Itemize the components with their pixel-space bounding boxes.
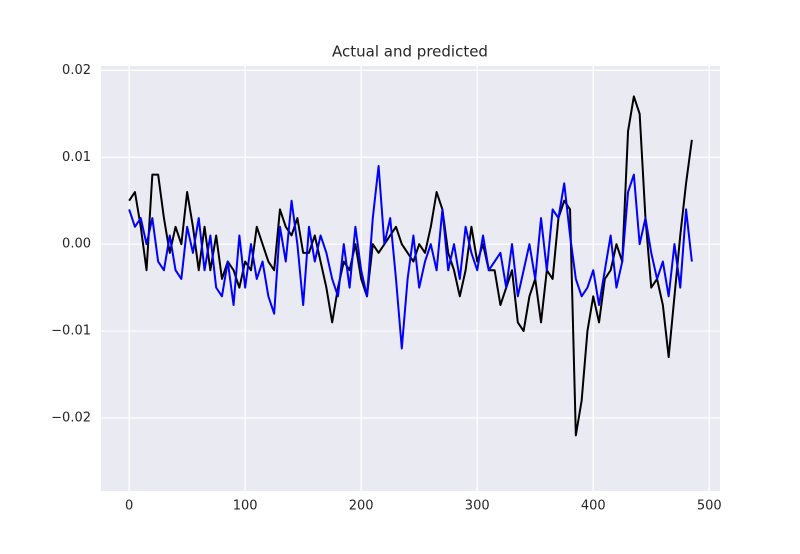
x-tick-label: 300 [465,499,490,514]
x-tick-label: 500 [697,499,722,514]
series-line [128,164,693,350]
y-tick-label: 0.02 [62,63,91,78]
y-tick-label: 0.00 [62,237,91,252]
x-tick-label: 100 [233,499,258,514]
x-tick-label: 200 [349,499,374,514]
x-tick-label: 400 [581,499,606,514]
x-tick-label: 0 [125,499,133,514]
y-tick-label: −0.01 [51,324,91,339]
y-tick-label: 0.01 [62,150,91,165]
chart-title: Actual and predicted [332,43,488,61]
y-tick-label: −0.02 [51,410,91,425]
plot-area [101,66,720,491]
